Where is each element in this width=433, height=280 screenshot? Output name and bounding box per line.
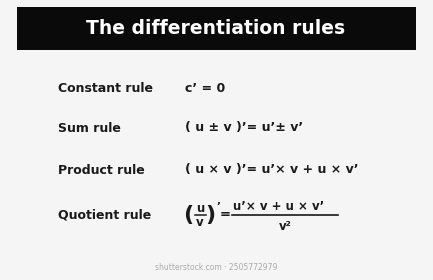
Text: Product rule: Product rule	[58, 164, 145, 176]
Text: ( u ± v )’= u’± v’: ( u ± v )’= u’± v’	[185, 122, 303, 134]
Text: ): )	[205, 205, 215, 225]
Text: u’× v + u × v’: u’× v + u × v’	[233, 199, 324, 213]
Text: v²: v²	[278, 220, 291, 232]
Text: v: v	[196, 216, 204, 228]
Text: c’ = 0: c’ = 0	[185, 81, 225, 95]
Text: ’: ’	[216, 202, 220, 212]
Text: =: =	[220, 209, 231, 221]
Text: ( u × v )’= u’× v + u × v’: ( u × v )’= u’× v + u × v’	[185, 164, 359, 176]
FancyBboxPatch shape	[17, 7, 416, 50]
Text: Quotient rule: Quotient rule	[58, 209, 151, 221]
Text: u: u	[196, 202, 204, 215]
Text: Sum rule: Sum rule	[58, 122, 121, 134]
Text: Constant rule: Constant rule	[58, 81, 153, 95]
Text: The differentiation rules: The differentiation rules	[87, 19, 346, 38]
Text: (: (	[183, 205, 193, 225]
Text: shutterstock.com · 2505772979: shutterstock.com · 2505772979	[155, 263, 277, 272]
